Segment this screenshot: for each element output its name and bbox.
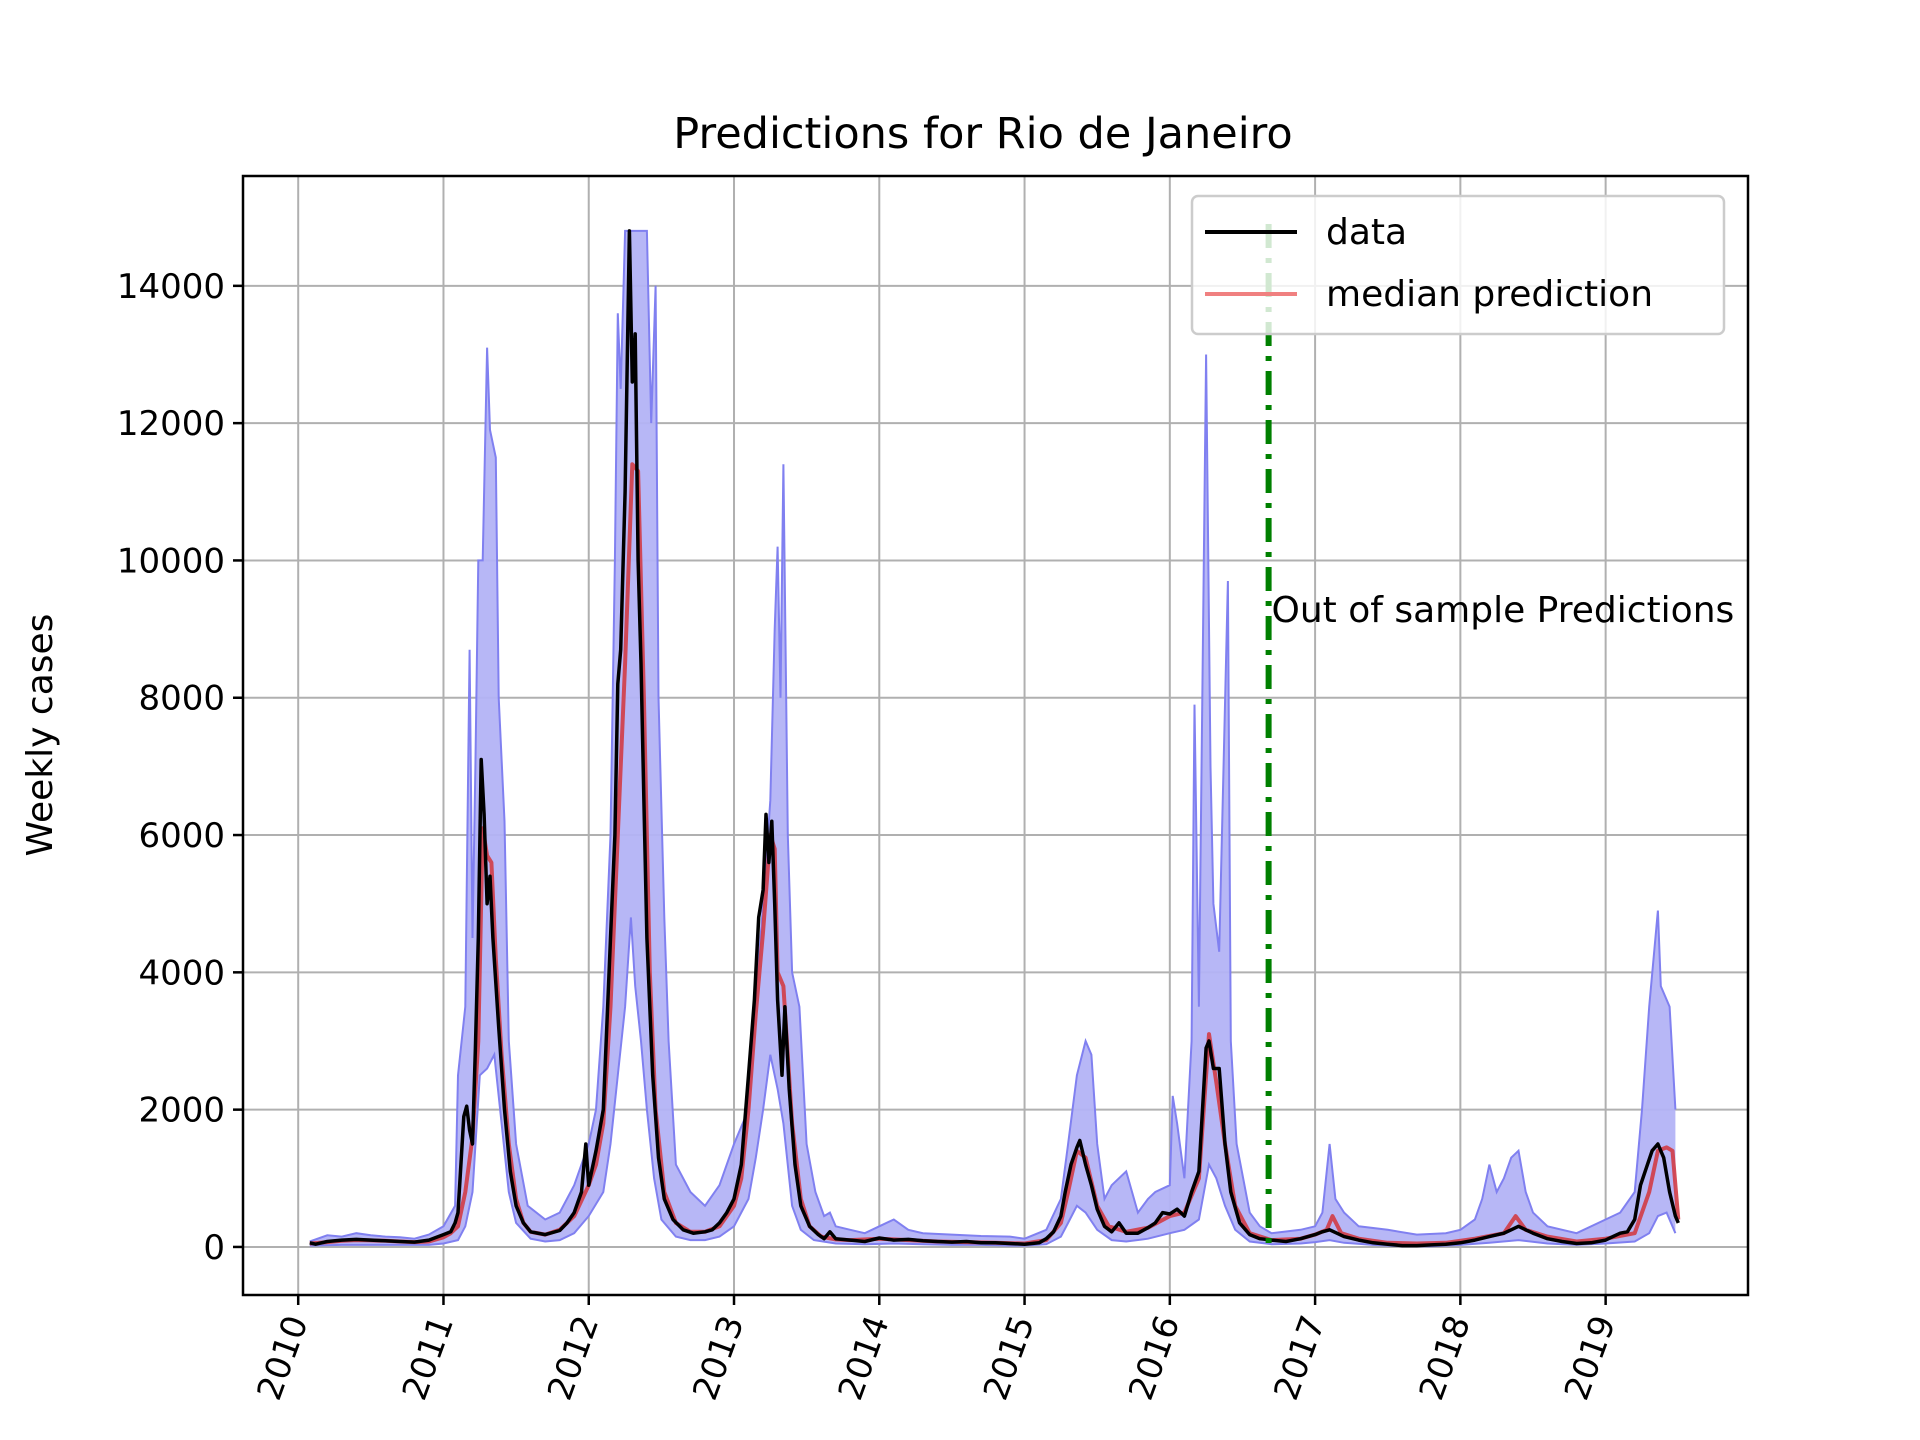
x-tick-label: 2014 [831, 1310, 898, 1405]
y-tick-label: 0 [203, 1228, 225, 1268]
x-tick-label: 2019 [1557, 1310, 1624, 1405]
y-tick-label: 12000 [117, 404, 225, 444]
legend: data median prediction [1190, 194, 1726, 336]
x-tick-label: 2017 [1266, 1310, 1333, 1405]
prediction-interval-band [309, 230, 1676, 1247]
y-axis-label: Weekly cases [20, 614, 61, 857]
band-lower-edge [309, 917, 1677, 1248]
y-tick-label: 2000 [138, 1091, 225, 1131]
x-tick-label: 2013 [685, 1310, 752, 1405]
out-of-sample-annotation: Out of sample Predictions [1272, 590, 1735, 631]
y-tick-label: 14000 [117, 267, 225, 307]
legend-box [1190, 194, 1726, 336]
prediction-band-layer [309, 229, 1677, 1248]
chart-title: Predictions for Rio de Janeiro [673, 109, 1292, 159]
y-tick-label: 4000 [138, 953, 225, 993]
y-tick-label: 6000 [138, 816, 225, 856]
x-tick-label: 2018 [1412, 1310, 1479, 1405]
y-tick-label: 10000 [117, 541, 225, 581]
x-tick-label: 2011 [395, 1310, 462, 1405]
x-tick-label: 2015 [976, 1310, 1043, 1405]
x-tick-label: 2010 [249, 1310, 316, 1405]
plot-frame [241, 174, 1750, 1297]
band-upper-edge [309, 229, 1677, 1243]
y-tick-label: 8000 [138, 679, 225, 719]
x-tick-label: 2012 [540, 1310, 607, 1405]
x-tick-label: 2016 [1121, 1310, 1188, 1405]
legend-median-label: median prediction [1326, 274, 1653, 315]
grid-layer [243, 176, 1748, 1295]
series-layer [309, 229, 1681, 1248]
legend-data-label: data [1326, 212, 1407, 253]
data-line [309, 229, 1680, 1248]
